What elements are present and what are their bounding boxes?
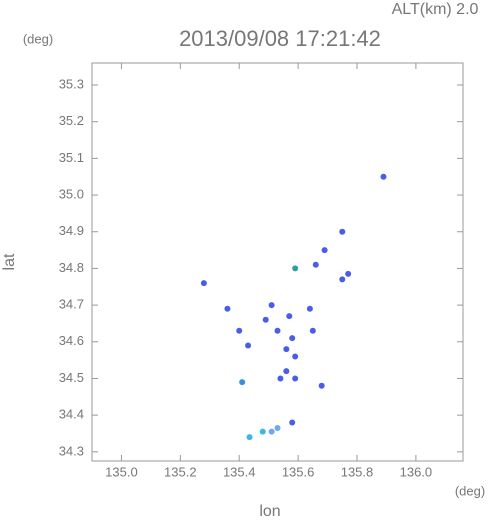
y-tick-label: 34.7 [59,297,84,312]
echo-point [292,265,299,272]
y-tick-label: 35.1 [59,150,84,165]
echo-point [292,353,299,360]
x-tick-label: 135.6 [282,464,315,479]
echo-point [289,419,296,426]
echo-point [345,270,352,277]
x-tick-label: 135.0 [105,464,138,479]
y-tick-label: 35.3 [59,76,84,91]
echo-point [277,375,284,382]
echo-point [268,428,275,435]
echo-point [321,247,328,254]
echo-point [262,316,269,323]
y-tick-label: 35.2 [59,113,84,128]
echo-point [283,346,290,353]
echo-point [339,276,346,283]
x-unit: (deg) [455,483,485,498]
x-tick-label: 136.0 [400,464,433,479]
echo-point [339,228,346,235]
echo-point [245,342,252,349]
x-axis-label: lon [259,503,280,520]
echo-point [286,313,293,320]
echo-point [312,261,319,268]
echo-point [239,379,246,386]
y-axis-label: lat [1,253,18,270]
echo-point [380,173,387,180]
echo-point [292,375,299,382]
y-tick-label: 34.4 [59,407,84,422]
echo-point [318,382,325,389]
echo-point [289,335,296,342]
echo-point [268,302,275,309]
y-tick-label: 34.5 [59,370,84,385]
echo-point [274,327,281,334]
echo-point [309,327,316,334]
echo-point [224,305,231,312]
plot-frame [91,62,464,462]
y-unit: (deg) [23,31,53,46]
echo-point [200,280,207,287]
y-tick-label: 34.3 [59,443,84,458]
echo-point [283,368,290,375]
y-tick-label: 34.9 [59,223,84,238]
x-tick-label: 135.4 [223,464,256,479]
echo-point [236,327,243,334]
y-tick-label: 34.8 [59,260,84,275]
y-tick-label: 35.0 [59,186,84,201]
echo-point [274,424,281,431]
x-tick-label: 135.8 [341,464,374,479]
chart-title: 2013/09/08 17:21:42 [179,26,381,51]
echo-point [306,305,313,312]
x-tick-label: 135.2 [164,464,197,479]
altitude-label: ALT(km) 2.0 [392,1,479,18]
echo-point [246,434,253,441]
echo-point [259,428,266,435]
y-tick-label: 34.6 [59,333,84,348]
